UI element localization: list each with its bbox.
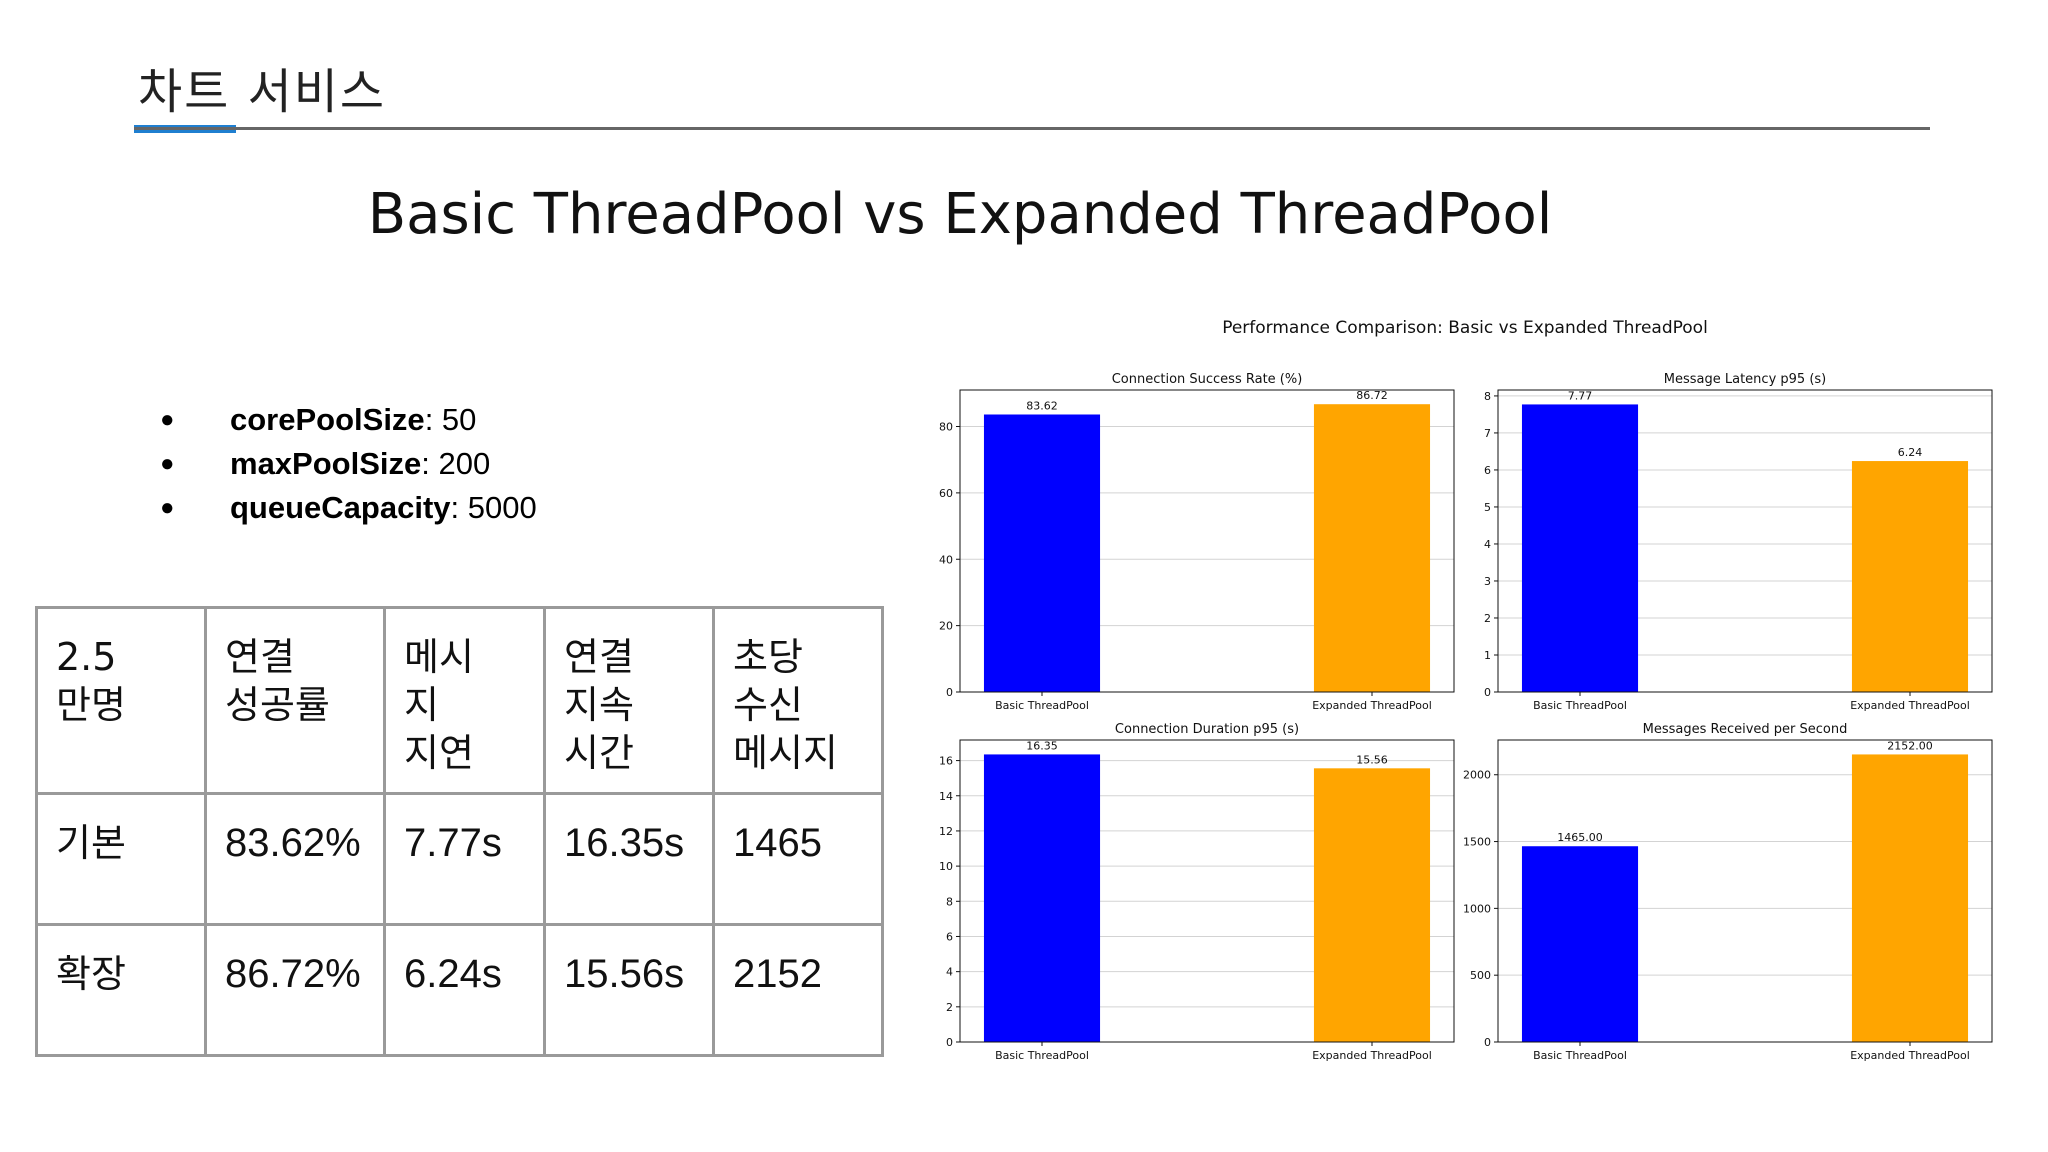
- config-value: : 50: [424, 402, 477, 437]
- config-key: corePoolSize: [230, 402, 425, 437]
- y-tick-label: 8: [946, 895, 953, 908]
- subplot-title: Message Latency p95 (s): [1664, 372, 1826, 387]
- data-label: 1465.00: [1557, 831, 1603, 844]
- y-tick-label: 2: [946, 1001, 953, 1014]
- y-tick-label: 500: [1470, 969, 1491, 982]
- bar: [1521, 404, 1639, 692]
- data-label: 7.77: [1568, 389, 1593, 402]
- table-header-cell: 초당 수신 메시지: [712, 606, 884, 795]
- data-label: 86.72: [1356, 389, 1388, 402]
- table-cell: 2152: [712, 923, 884, 1057]
- chart-title: Performance Comparison: Basic vs Expande…: [1222, 318, 1708, 338]
- x-tick-label: Basic ThreadPool: [995, 699, 1089, 712]
- x-tick-label: Expanded ThreadPool: [1850, 1049, 1970, 1062]
- header-title: 차트 서비스: [138, 64, 387, 120]
- data-label: 83.62: [1026, 399, 1058, 412]
- y-tick-label: 1500: [1463, 836, 1491, 849]
- table-cell: 86.72%: [204, 923, 386, 1057]
- y-tick-label: 1: [1484, 649, 1491, 662]
- y-tick-label: 7: [1484, 427, 1491, 440]
- config-item: ● corePoolSize: 50: [150, 398, 537, 442]
- y-tick-label: 5: [1484, 501, 1491, 514]
- y-tick-label: 6: [946, 930, 953, 943]
- bar: [1313, 768, 1431, 1042]
- table-header-cell: 연결 지속 시간: [543, 606, 715, 795]
- y-tick-label: 20: [939, 620, 953, 633]
- y-tick-label: 80: [939, 421, 953, 434]
- config-item: ● queueCapacity: 5000: [150, 486, 537, 530]
- config-key: queueCapacity: [230, 490, 451, 525]
- data-label: 6.24: [1898, 446, 1923, 459]
- subplot-frame: [1497, 389, 1993, 693]
- y-tick-label: 4: [1484, 538, 1491, 551]
- table-cell: 1465: [712, 792, 884, 926]
- table-cell: 기본: [35, 792, 207, 926]
- y-tick-label: 3: [1484, 575, 1491, 588]
- x-tick-label: Expanded ThreadPool: [1312, 1049, 1432, 1062]
- y-tick-label: 0: [1484, 1036, 1491, 1049]
- y-tick-label: 16: [939, 755, 953, 768]
- y-tick-label: 12: [939, 825, 953, 838]
- config-value: : 5000: [450, 490, 537, 525]
- chart-canvas: Performance Comparison: Basic vs Expande…: [939, 318, 1993, 1062]
- bar: [983, 754, 1101, 1042]
- results-table: 2.5 만명 연결 성공률 메시 지 지연 연결 지속 시간 초당 수신 메시지…: [35, 606, 884, 1057]
- table-header-cell: 2.5 만명: [35, 606, 207, 795]
- y-tick-label: 14: [939, 790, 953, 803]
- data-label: 15.56: [1356, 753, 1388, 766]
- bar: [1313, 404, 1431, 692]
- header-divider: [134, 127, 1930, 130]
- y-tick-label: 0: [1484, 686, 1491, 699]
- x-tick-label: Basic ThreadPool: [1533, 1049, 1627, 1062]
- table-header-row: 2.5 만명 연결 성공률 메시 지 지연 연결 지속 시간 초당 수신 메시지: [35, 606, 884, 795]
- y-tick-label: 1000: [1463, 902, 1491, 915]
- subplot-frame: [1497, 739, 1993, 1043]
- table-header-cell: 연결 성공률: [204, 606, 386, 795]
- slide-title: Basic ThreadPool vs Expanded ThreadPool: [367, 182, 1553, 247]
- y-tick-label: 2000: [1463, 769, 1491, 782]
- subplot-title: Connection Duration p95 (s): [1115, 722, 1299, 737]
- config-key: maxPoolSize: [230, 446, 422, 481]
- y-tick-label: 0: [946, 686, 953, 699]
- y-tick-label: 40: [939, 553, 953, 566]
- y-tick-label: 0: [946, 1036, 953, 1049]
- bar: [1851, 754, 1969, 1042]
- y-tick-label: 2: [1484, 612, 1491, 625]
- performance-chart: Performance Comparison: Basic vs Expande…: [920, 300, 2010, 1080]
- config-value: : 200: [421, 446, 491, 481]
- table-cell: 15.56s: [543, 923, 715, 1057]
- bullet-icon: ●: [160, 406, 175, 433]
- subplot-title: Messages Received per Second: [1643, 722, 1848, 737]
- y-tick-label: 6: [1484, 464, 1491, 477]
- x-tick-label: Basic ThreadPool: [995, 1049, 1089, 1062]
- bar: [983, 414, 1101, 692]
- subplot-title: Connection Success Rate (%): [1112, 372, 1303, 387]
- x-tick-label: Basic ThreadPool: [1533, 699, 1627, 712]
- subplot-frame: [959, 389, 1455, 693]
- y-tick-label: 8: [1484, 390, 1491, 403]
- table-row: 확장 86.72% 6.24s 15.56s 2152: [35, 923, 884, 1057]
- table-cell: 확장: [35, 923, 207, 1057]
- y-tick-label: 60: [939, 487, 953, 500]
- config-list: ● corePoolSize: 50 ● maxPoolSize: 200 ● …: [150, 398, 537, 530]
- x-tick-label: Expanded ThreadPool: [1312, 699, 1432, 712]
- bullet-icon: ●: [160, 450, 175, 477]
- bar: [1521, 846, 1639, 1042]
- table-header-cell: 메시 지 지연: [383, 606, 546, 795]
- table-cell: 83.62%: [204, 792, 386, 926]
- config-item: ● maxPoolSize: 200: [150, 442, 537, 486]
- bullet-icon: ●: [160, 494, 175, 521]
- x-tick-label: Expanded ThreadPool: [1850, 699, 1970, 712]
- y-tick-label: 10: [939, 860, 953, 873]
- data-label: 16.35: [1026, 739, 1058, 752]
- table-cell: 7.77s: [383, 792, 546, 926]
- y-tick-label: 4: [946, 966, 953, 979]
- data-label: 2152.00: [1887, 739, 1933, 752]
- table-cell: 6.24s: [383, 923, 546, 1057]
- table-cell: 16.35s: [543, 792, 715, 926]
- table-row: 기본 83.62% 7.77s 16.35s 1465: [35, 792, 884, 926]
- bar: [1851, 461, 1969, 692]
- subplot-frame: [959, 739, 1455, 1043]
